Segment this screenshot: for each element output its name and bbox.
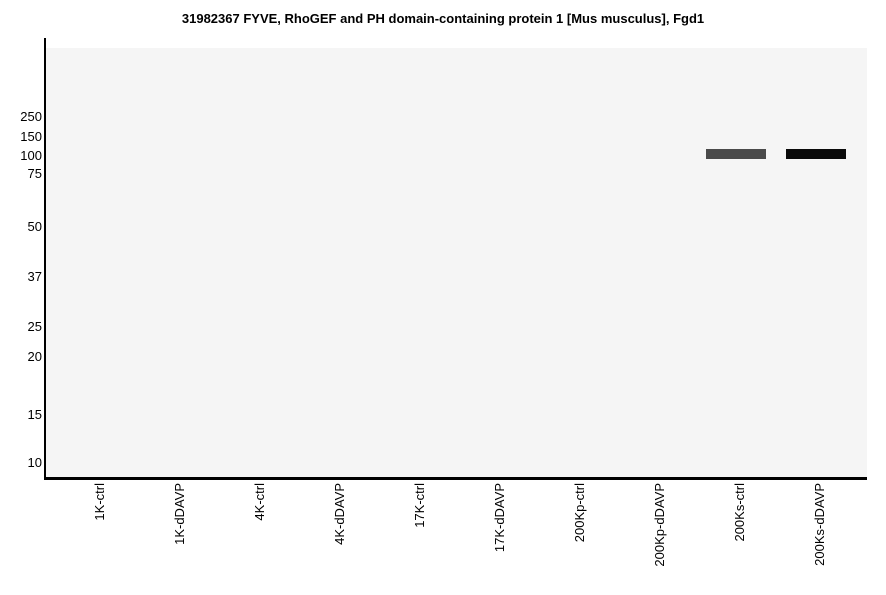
y-axis-tick-label: 20 — [27, 349, 42, 364]
y-axis-tick-label: 250 — [20, 109, 42, 124]
protein-band — [786, 149, 846, 159]
x-axis-line — [44, 477, 867, 480]
y-axis-tick-label: 150 — [20, 129, 42, 144]
y-axis-tick-label: 25 — [27, 319, 42, 334]
x-axis-lane-label: 17K-dDAVP — [492, 483, 507, 553]
y-axis-tick-label: 75 — [27, 166, 42, 181]
y-axis-tick-label: 15 — [27, 407, 42, 422]
x-axis-lane-label: 17K-ctrl — [412, 483, 427, 528]
x-axis-lane-label: 1K-ctrl — [92, 483, 107, 521]
gel-plot-area — [46, 48, 867, 477]
x-axis-lane-label: 200Ks-dDAVP — [812, 483, 827, 566]
figure-title: 31982367 FYVE, RhoGEF and PH domain-cont… — [181, 11, 705, 26]
x-axis-lane-label: 1K-dDAVP — [172, 483, 187, 545]
y-axis-tick-label: 50 — [27, 219, 42, 234]
x-axis-lane-label: 200Kp-ctrl — [572, 483, 587, 543]
protein-band — [706, 149, 766, 159]
x-axis-lane-label: 200Ks-ctrl — [732, 483, 747, 542]
y-axis-tick-label: 100 — [20, 148, 42, 163]
x-axis-lane-label: 4K-dDAVP — [332, 483, 347, 545]
x-axis-lane-label: 200Kp-dDAVP — [652, 483, 667, 567]
y-axis-tick-label: 10 — [27, 455, 42, 470]
x-axis-lane-label: 4K-ctrl — [252, 483, 267, 521]
y-axis-tick-label: 37 — [27, 269, 42, 284]
y-axis-line — [44, 38, 46, 480]
